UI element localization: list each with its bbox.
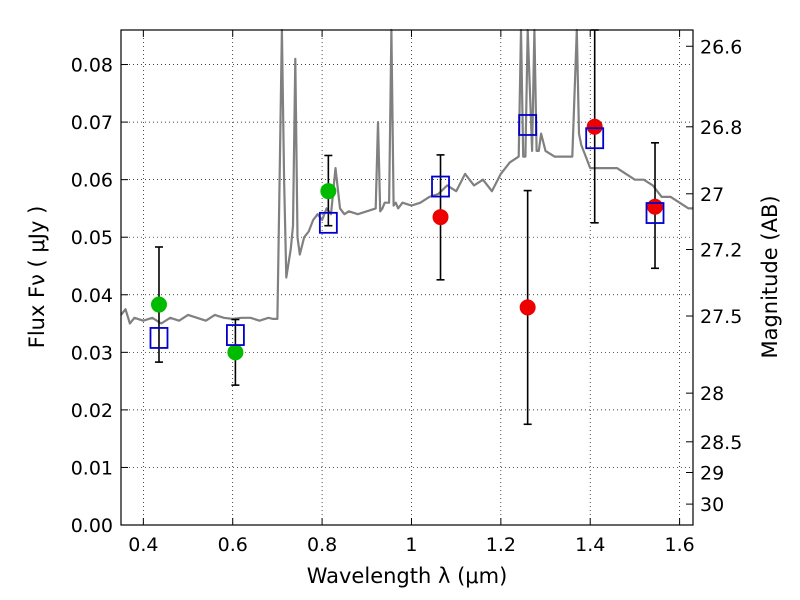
x-tick-label: 1.6 (664, 534, 694, 556)
mag-tick-label: 26.8 (700, 117, 742, 139)
photometry-point (647, 198, 664, 215)
model-square-marker (645, 202, 665, 224)
y-tick-label: 0.08 (71, 55, 113, 77)
model-square-marker (225, 324, 245, 346)
y-tick-label: 0.01 (71, 457, 113, 479)
mag-tick-label: 27.5 (700, 306, 742, 328)
model-square-marker (318, 211, 338, 234)
model-square-marker (518, 114, 538, 136)
axis-ticks: 0.4 0.6 0.8 1 1.2 1.4 1.6 0.00 0.01 0.02 0.03 0.04 0… (71, 30, 742, 556)
model-square-marker (585, 127, 605, 150)
y-axis-label: Flux Fν ( μJy ) (25, 206, 49, 349)
x-tick-label: 0.8 (307, 534, 337, 556)
y-tick-label: 0.04 (71, 285, 113, 307)
mag-tick-label: 27 (700, 184, 724, 206)
y-tick-label: 0.07 (71, 112, 113, 134)
x-tick-label: 0.4 (128, 534, 158, 556)
photometry-point (432, 209, 449, 226)
x-axis-label: Wavelength λ (μm) (307, 564, 508, 588)
model-square-marker (431, 175, 450, 198)
mag-tick-label: 28.5 (700, 432, 742, 454)
photometry-point (586, 118, 603, 135)
model-square-marker (149, 327, 169, 349)
y-axis-right-label: Magnitude (AB) (758, 195, 782, 358)
x-tick-label: 0.6 (218, 534, 248, 556)
marker-layer (149, 114, 665, 361)
y-tick-label: 0.00 (71, 515, 113, 537)
x-tick-label: 1.4 (575, 534, 605, 556)
mag-tick-label: 28 (700, 383, 724, 405)
x-tick-label: 1.2 (486, 534, 516, 556)
photometry-point (519, 299, 536, 316)
photometry-point (320, 183, 337, 200)
mag-tick-label: 27.2 (700, 240, 742, 262)
mag-tick-label: 29 (700, 463, 724, 485)
plot-background (121, 30, 693, 525)
y-tick-label: 0.02 (71, 400, 113, 422)
plot-frame (120, 29, 694, 526)
y-tick-label: 0.03 (71, 342, 113, 364)
mag-tick-label: 30 (700, 494, 724, 516)
y-tick-label: 0.05 (71, 227, 113, 249)
mag-tick-label: 26.6 (700, 36, 742, 58)
photometry-point (150, 296, 167, 313)
x-tick-label: 1 (405, 534, 417, 556)
photometry-point (227, 344, 244, 361)
y-tick-label: 0.06 (71, 170, 113, 192)
